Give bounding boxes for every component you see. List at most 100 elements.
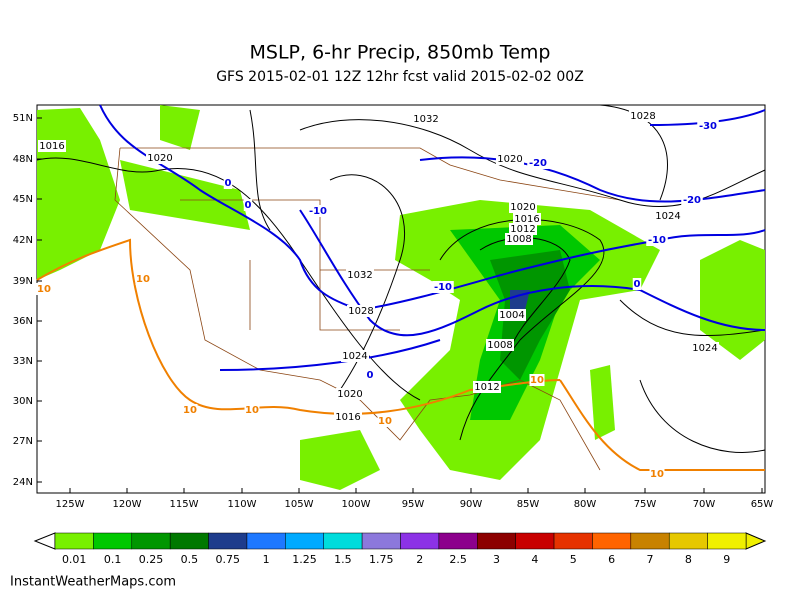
contour-label: 0 bbox=[245, 200, 252, 211]
lat-label: 39N bbox=[13, 276, 33, 287]
credit: InstantWeatherMaps.com bbox=[10, 575, 176, 590]
contour-label: -10 bbox=[434, 282, 452, 293]
contour-label-bg bbox=[377, 415, 393, 427]
colorbar-swatch bbox=[131, 532, 171, 550]
contour-label-bg bbox=[432, 281, 454, 293]
contour-label: -20 bbox=[683, 195, 701, 206]
contour-label-bg bbox=[529, 374, 545, 386]
contour-label: 10 bbox=[650, 469, 664, 480]
contour-label: 1024 bbox=[655, 211, 680, 222]
contour-label-bg bbox=[509, 223, 537, 235]
lat-label: 48N bbox=[13, 154, 33, 165]
colorbar-swatch bbox=[169, 532, 209, 550]
contour-label: 0 bbox=[634, 279, 641, 290]
contour-label: 1028 bbox=[630, 111, 655, 122]
contour-label: -10 bbox=[309, 206, 327, 217]
lat-label: 33N bbox=[13, 356, 33, 367]
contour-label: 1016 bbox=[335, 412, 360, 423]
contour-label: 1032 bbox=[347, 270, 372, 281]
contour-label-bg bbox=[505, 233, 533, 245]
contour-label-bg bbox=[135, 273, 151, 285]
colorbar-label: 1.75 bbox=[369, 553, 394, 566]
contour-label: 1024 bbox=[342, 351, 367, 362]
contour-label: 10 bbox=[245, 405, 259, 416]
lat-label: 30N bbox=[13, 396, 33, 407]
colorbar-label: 2 bbox=[416, 553, 423, 566]
contour-label-bg bbox=[244, 404, 260, 416]
contour-label-bg bbox=[182, 404, 198, 416]
lon-label: 100W bbox=[342, 499, 371, 510]
contour-label: 1020 bbox=[510, 202, 535, 213]
lon-label: 95W bbox=[402, 499, 425, 510]
contour-label: 1004 bbox=[499, 310, 524, 321]
contour-label-bg bbox=[341, 350, 369, 362]
contour-label: 1012 bbox=[474, 382, 499, 393]
lat-label: 27N bbox=[13, 436, 33, 447]
colorbar-swatch bbox=[592, 532, 632, 550]
lon-label: 105W bbox=[285, 499, 314, 510]
colorbar-label: 8 bbox=[685, 553, 692, 566]
colorbar-swatch bbox=[208, 532, 248, 550]
colorbar-swatch bbox=[93, 532, 133, 550]
contour-label: -30 bbox=[699, 121, 717, 132]
contour-label-bg bbox=[496, 153, 524, 165]
contour-label-bg bbox=[334, 411, 362, 423]
contour-label: 1028 bbox=[348, 306, 373, 317]
colorbar-swatch bbox=[323, 532, 363, 550]
colorbar-swatch bbox=[400, 532, 440, 550]
contour-label: 0 bbox=[367, 370, 374, 381]
colorbar-swatch bbox=[477, 532, 516, 550]
colorbar-label: 1.25 bbox=[292, 553, 317, 566]
contour-label: 1020 bbox=[497, 154, 522, 165]
contour-label-bg bbox=[346, 269, 374, 281]
lon-label: 125W bbox=[56, 499, 85, 510]
contour-label: 1012 bbox=[510, 224, 535, 235]
colorbar-swatch bbox=[438, 532, 478, 550]
colorbar-label: 0.5 bbox=[181, 553, 199, 566]
colorbar-label: 4 bbox=[531, 553, 538, 566]
contour-label-bg bbox=[486, 339, 514, 351]
contour-label-bg bbox=[654, 210, 682, 222]
contour-label-bg bbox=[646, 234, 668, 246]
lon-label: 120W bbox=[113, 499, 142, 510]
colorbar-swatch bbox=[54, 532, 94, 550]
lat-label: 45N bbox=[13, 194, 33, 205]
contour-label: 10 bbox=[37, 284, 51, 295]
contour-label: 10 bbox=[378, 416, 392, 427]
temp-10-contours bbox=[36, 238, 765, 472]
colorbar-label: 0.25 bbox=[139, 553, 164, 566]
colorbar-label: 6 bbox=[608, 553, 615, 566]
contour-label-bg bbox=[336, 388, 364, 400]
colorbar-label: 0.75 bbox=[216, 553, 241, 566]
contour-label-bg bbox=[681, 194, 703, 206]
colorbar-label: 9 bbox=[723, 553, 730, 566]
colorbar-swatch bbox=[246, 532, 286, 550]
contour-label-bg bbox=[509, 201, 537, 213]
lat-label: 42N bbox=[13, 235, 33, 246]
colorbar-over bbox=[745, 532, 767, 550]
contour-label-bg bbox=[697, 120, 719, 132]
contour-label: 10 bbox=[183, 405, 197, 416]
contour-label: -10 bbox=[648, 235, 666, 246]
contour-label: 1020 bbox=[147, 153, 172, 164]
map-subtitle: GFS 2015-02-01 12Z 12hr fcst valid 2015-… bbox=[216, 69, 584, 85]
colorbar-under bbox=[33, 532, 56, 550]
contour-label: 1008 bbox=[487, 340, 512, 351]
contour-label: 1020 bbox=[337, 389, 362, 400]
lat-label: 36N bbox=[13, 316, 33, 327]
colorbar-label: 5 bbox=[570, 553, 577, 566]
colorbar-label: 0.1 bbox=[104, 553, 122, 566]
colorbar-label: 7 bbox=[647, 553, 654, 566]
contour-label-bg bbox=[412, 113, 440, 125]
map-title: MSLP, 6-hr Precip, 850mb Temp bbox=[250, 42, 551, 64]
contour-label-bg bbox=[649, 468, 665, 480]
contour-label: 1016 bbox=[514, 214, 539, 225]
colorbar-swatch bbox=[361, 532, 401, 550]
colorbar-label: 1.5 bbox=[334, 553, 352, 566]
lon-label: 80W bbox=[574, 499, 597, 510]
contour-label-bg bbox=[36, 283, 52, 295]
contour-label-bg bbox=[347, 305, 375, 317]
colorbar-swatch bbox=[515, 532, 555, 550]
colorbar-label: 2.5 bbox=[449, 553, 467, 566]
